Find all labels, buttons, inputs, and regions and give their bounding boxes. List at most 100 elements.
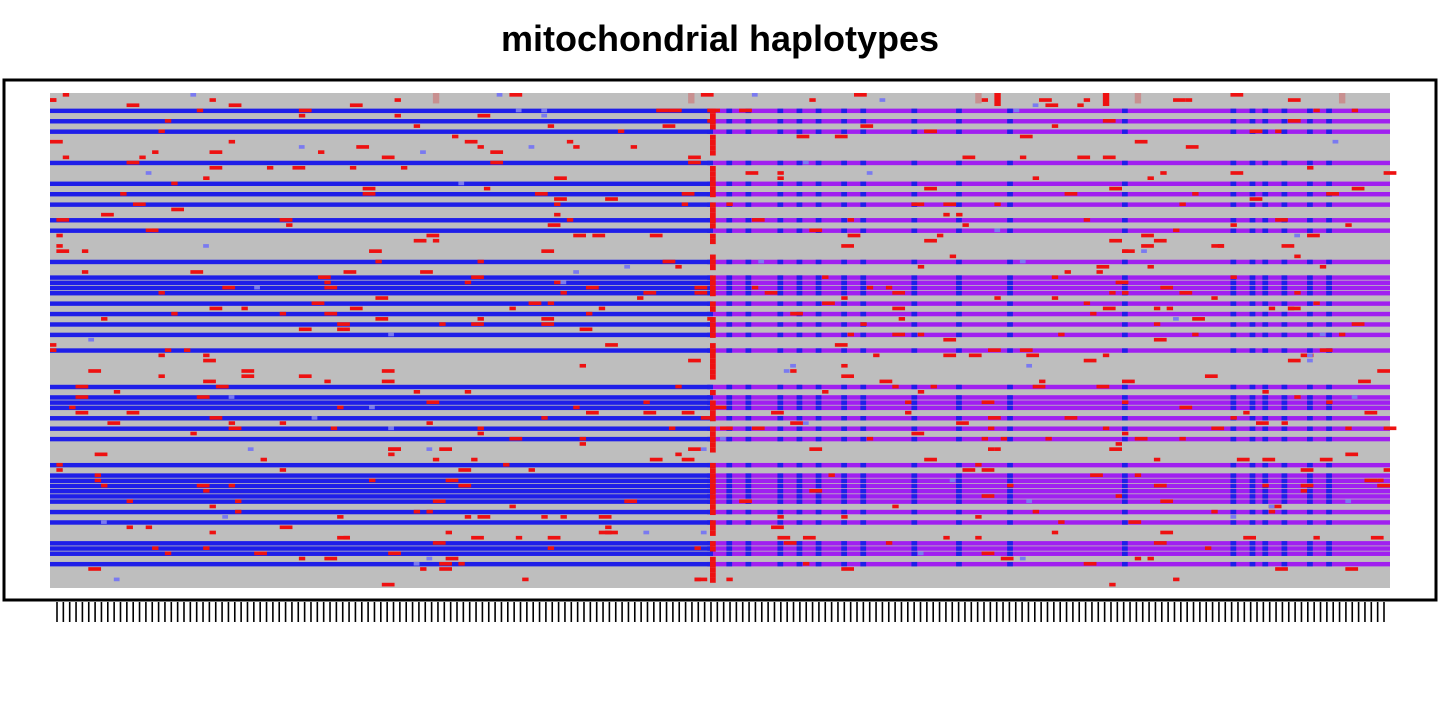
heatmap-cell-red (1019, 348, 1033, 352)
heatmap-cell-red (605, 197, 618, 201)
heatmap-band-cell (1262, 275, 1269, 280)
heatmap-cell-red (994, 296, 1001, 300)
heatmap-band-cell (1307, 462, 1313, 468)
heatmap-band-cell (777, 483, 784, 489)
heatmap-band-cell (796, 322, 803, 327)
heatmap-cell-red (1077, 103, 1084, 108)
heatmap-cell-red (924, 457, 937, 462)
heatmap-cell-red (196, 108, 204, 113)
heatmap-band-cell (745, 561, 752, 567)
heatmap-cell-red (573, 145, 580, 149)
heatmap-cell-lightblue (624, 264, 631, 269)
heatmap-band-cell (726, 489, 733, 494)
heatmap-band-cell (1262, 181, 1269, 187)
heatmap-row-right (710, 405, 1390, 411)
heatmap-band-cell (860, 160, 867, 166)
heatmap-band-cell (911, 348, 918, 353)
heatmap-background (50, 93, 1390, 588)
heatmap-cell-lightblue (783, 369, 790, 373)
heatmap-band-cell (956, 509, 962, 515)
heatmap-band-cell (815, 202, 822, 207)
heatmap-cell-lightblue (388, 426, 394, 431)
heatmap-band-cell (860, 395, 867, 400)
heatmap-cell-red (394, 113, 401, 118)
heatmap-band-cell (860, 405, 867, 411)
heatmap-band-cell (777, 301, 784, 306)
heatmap-cell-red (710, 426, 716, 432)
plot-frame (2, 78, 1438, 602)
heatmap-band-cell (956, 119, 962, 124)
heatmap-band-cell (1007, 561, 1013, 567)
heatmap-band-cell (911, 291, 918, 296)
heatmap-band-cell (860, 228, 867, 233)
heatmap-band-cell (1326, 416, 1332, 421)
heatmap-band-cell (1249, 280, 1256, 286)
heatmap-band-cell (1262, 426, 1269, 431)
heatmap-cell-red (56, 249, 70, 253)
heatmap-cell-red (1300, 483, 1314, 488)
heatmap-row-right (710, 546, 1390, 551)
heatmap-band-cell (1122, 192, 1128, 197)
heatmap-band-cell (745, 541, 752, 546)
heatmap-band-cell (1007, 291, 1013, 296)
heatmap-band-cell (1262, 551, 1269, 556)
heatmap-cell-red (1058, 520, 1065, 524)
heatmap-cell-red (943, 212, 950, 217)
heatmap-band-cell (956, 483, 962, 489)
heatmap-cell-lightblue (1307, 353, 1313, 358)
heatmap-cell-red (751, 218, 765, 222)
heatmap-cell-red (439, 567, 452, 571)
heatmap-cell-red (710, 509, 716, 516)
heatmap-row-left (50, 202, 710, 207)
heatmap-band-cell (1281, 509, 1288, 515)
heatmap-cell-red (643, 291, 657, 295)
heatmap-band-cell (1230, 541, 1237, 546)
heatmap-cell-red (802, 561, 810, 566)
heatmap-band-cell (745, 160, 752, 166)
heatmap-band-cell (777, 489, 784, 494)
heatmap-band-cell (1262, 108, 1269, 114)
heatmap-cell-red (790, 369, 797, 373)
heatmap-band-cell (1230, 561, 1237, 567)
heatmap-band-cell (1326, 483, 1332, 489)
heatmap-band-cell (1262, 546, 1269, 551)
heatmap-band-cell (956, 291, 962, 296)
heatmap-band-cell (841, 405, 847, 411)
heatmap-cell-red (1326, 192, 1339, 196)
heatmap-cell-red (1192, 332, 1199, 337)
heatmap-cell-red (681, 457, 695, 462)
heatmap-band-cell (1307, 520, 1313, 525)
heatmap-band-cell (796, 551, 803, 556)
heatmap-band-cell (796, 119, 803, 124)
heatmap-band-cell (726, 108, 733, 114)
heatmap-row-left (50, 348, 710, 353)
heatmap-cell-red (1109, 186, 1122, 191)
heatmap-band-cell (707, 551, 713, 556)
heatmap-band-cell (841, 202, 847, 207)
heatmap-band-cell (796, 275, 803, 280)
heatmap-cell-red (1122, 400, 1129, 405)
heatmap-band-cell (841, 520, 847, 525)
heatmap-band-cell (1307, 546, 1313, 551)
heatmap-cell-red (898, 317, 906, 321)
heatmap-band-cell (1007, 259, 1013, 265)
heatmap-band-cell (1307, 119, 1313, 124)
heatmap-row-left (50, 280, 710, 286)
heatmap-cell-red (362, 186, 376, 191)
heatmap-band-cell (911, 311, 918, 317)
heatmap-band-cell (956, 311, 962, 317)
heatmap-cell-red (235, 499, 242, 504)
heatmap-cell-red (439, 322, 446, 326)
heatmap-cell-red (710, 233, 716, 239)
heatmap-band-cell (1281, 494, 1288, 499)
heatmap-cell-red (1364, 478, 1378, 483)
heatmap-cell-lightblue (88, 337, 95, 342)
heatmap-row-right (710, 322, 1390, 327)
heatmap-cell-red (656, 108, 669, 113)
heatmap-band-cell (911, 129, 918, 134)
heatmap-band-cell (1307, 332, 1313, 338)
heatmap-row-left (50, 108, 710, 114)
heatmap-band-cell (1249, 426, 1256, 431)
heatmap-band-cell (726, 384, 733, 390)
heatmap-cell-red (720, 426, 733, 431)
